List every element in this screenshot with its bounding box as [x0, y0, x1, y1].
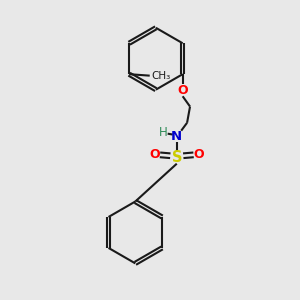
Text: O: O — [149, 148, 160, 161]
Text: N: N — [171, 130, 182, 142]
Text: CH₃: CH₃ — [152, 71, 171, 81]
Text: O: O — [177, 84, 188, 97]
Text: O: O — [194, 148, 204, 161]
Text: S: S — [172, 150, 182, 165]
Text: H: H — [159, 126, 168, 139]
